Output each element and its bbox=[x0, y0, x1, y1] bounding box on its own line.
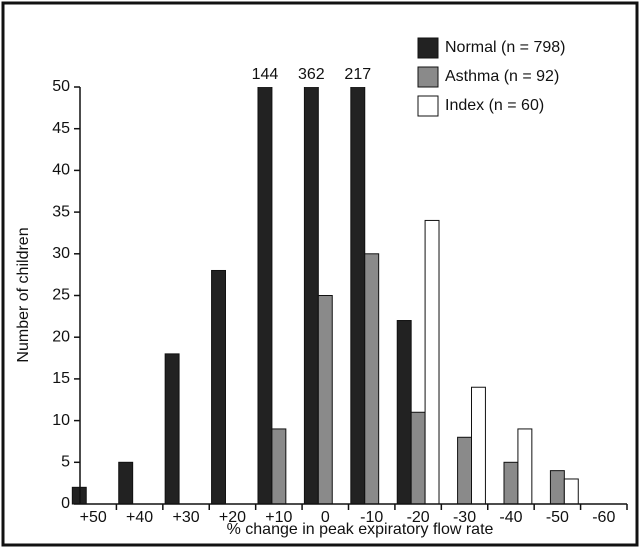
y-tick-label: 45 bbox=[52, 120, 70, 137]
legend-label: Normal (n = 798) bbox=[445, 39, 566, 56]
legend-swatch bbox=[417, 37, 439, 59]
y-tick-label: 5 bbox=[61, 454, 70, 471]
y-tick-label: 10 bbox=[52, 412, 70, 429]
x-tick-label: -10 bbox=[360, 509, 383, 526]
bar bbox=[211, 269, 226, 505]
bar bbox=[457, 436, 473, 505]
bar bbox=[549, 470, 565, 505]
y-tick-label: 20 bbox=[52, 328, 70, 345]
bar bbox=[563, 478, 579, 505]
bar bbox=[424, 219, 440, 505]
x-tick-label: 0 bbox=[321, 509, 330, 526]
legend-label: Index (n = 60) bbox=[445, 97, 544, 114]
x-tick-label: +40 bbox=[126, 509, 153, 526]
x-tick-label: +10 bbox=[265, 509, 292, 526]
x-tick-label: +50 bbox=[80, 509, 107, 526]
value-label: 144 bbox=[252, 66, 279, 83]
legend-swatch bbox=[417, 66, 439, 88]
x-tick-label: -60 bbox=[592, 509, 615, 526]
bar bbox=[364, 253, 380, 505]
x-tick-label: +30 bbox=[172, 509, 199, 526]
legend-label: Asthma (n = 92) bbox=[445, 68, 559, 85]
x-tick-label: -30 bbox=[453, 509, 476, 526]
value-label: 217 bbox=[344, 66, 371, 83]
bar bbox=[517, 428, 533, 505]
x-tick-label: +20 bbox=[219, 509, 246, 526]
y-axis-label: Number of children bbox=[15, 227, 32, 362]
legend-swatch bbox=[417, 95, 439, 117]
y-tick-label: 15 bbox=[52, 370, 70, 387]
value-label: 362 bbox=[298, 66, 325, 83]
y-tick-label: 0 bbox=[61, 495, 70, 512]
x-tick-label: -50 bbox=[546, 509, 569, 526]
bar bbox=[471, 386, 486, 505]
y-tick-label: 35 bbox=[52, 203, 70, 220]
bar bbox=[118, 461, 134, 505]
bars bbox=[71, 87, 579, 505]
bar bbox=[410, 411, 426, 505]
bar bbox=[317, 295, 333, 505]
y-tick-label: 50 bbox=[52, 78, 70, 95]
x-tick-label: -40 bbox=[499, 509, 522, 526]
y-tick-label: 25 bbox=[52, 287, 70, 304]
x-axis-label: % change in peak expiratory flow rate bbox=[227, 521, 494, 538]
bar bbox=[271, 428, 287, 505]
bar bbox=[503, 461, 519, 505]
y-tick-label: 30 bbox=[52, 245, 70, 262]
y-tick-label: 40 bbox=[52, 162, 70, 179]
bar bbox=[396, 320, 412, 505]
bar bbox=[164, 353, 180, 505]
x-tick-label: -20 bbox=[407, 509, 430, 526]
